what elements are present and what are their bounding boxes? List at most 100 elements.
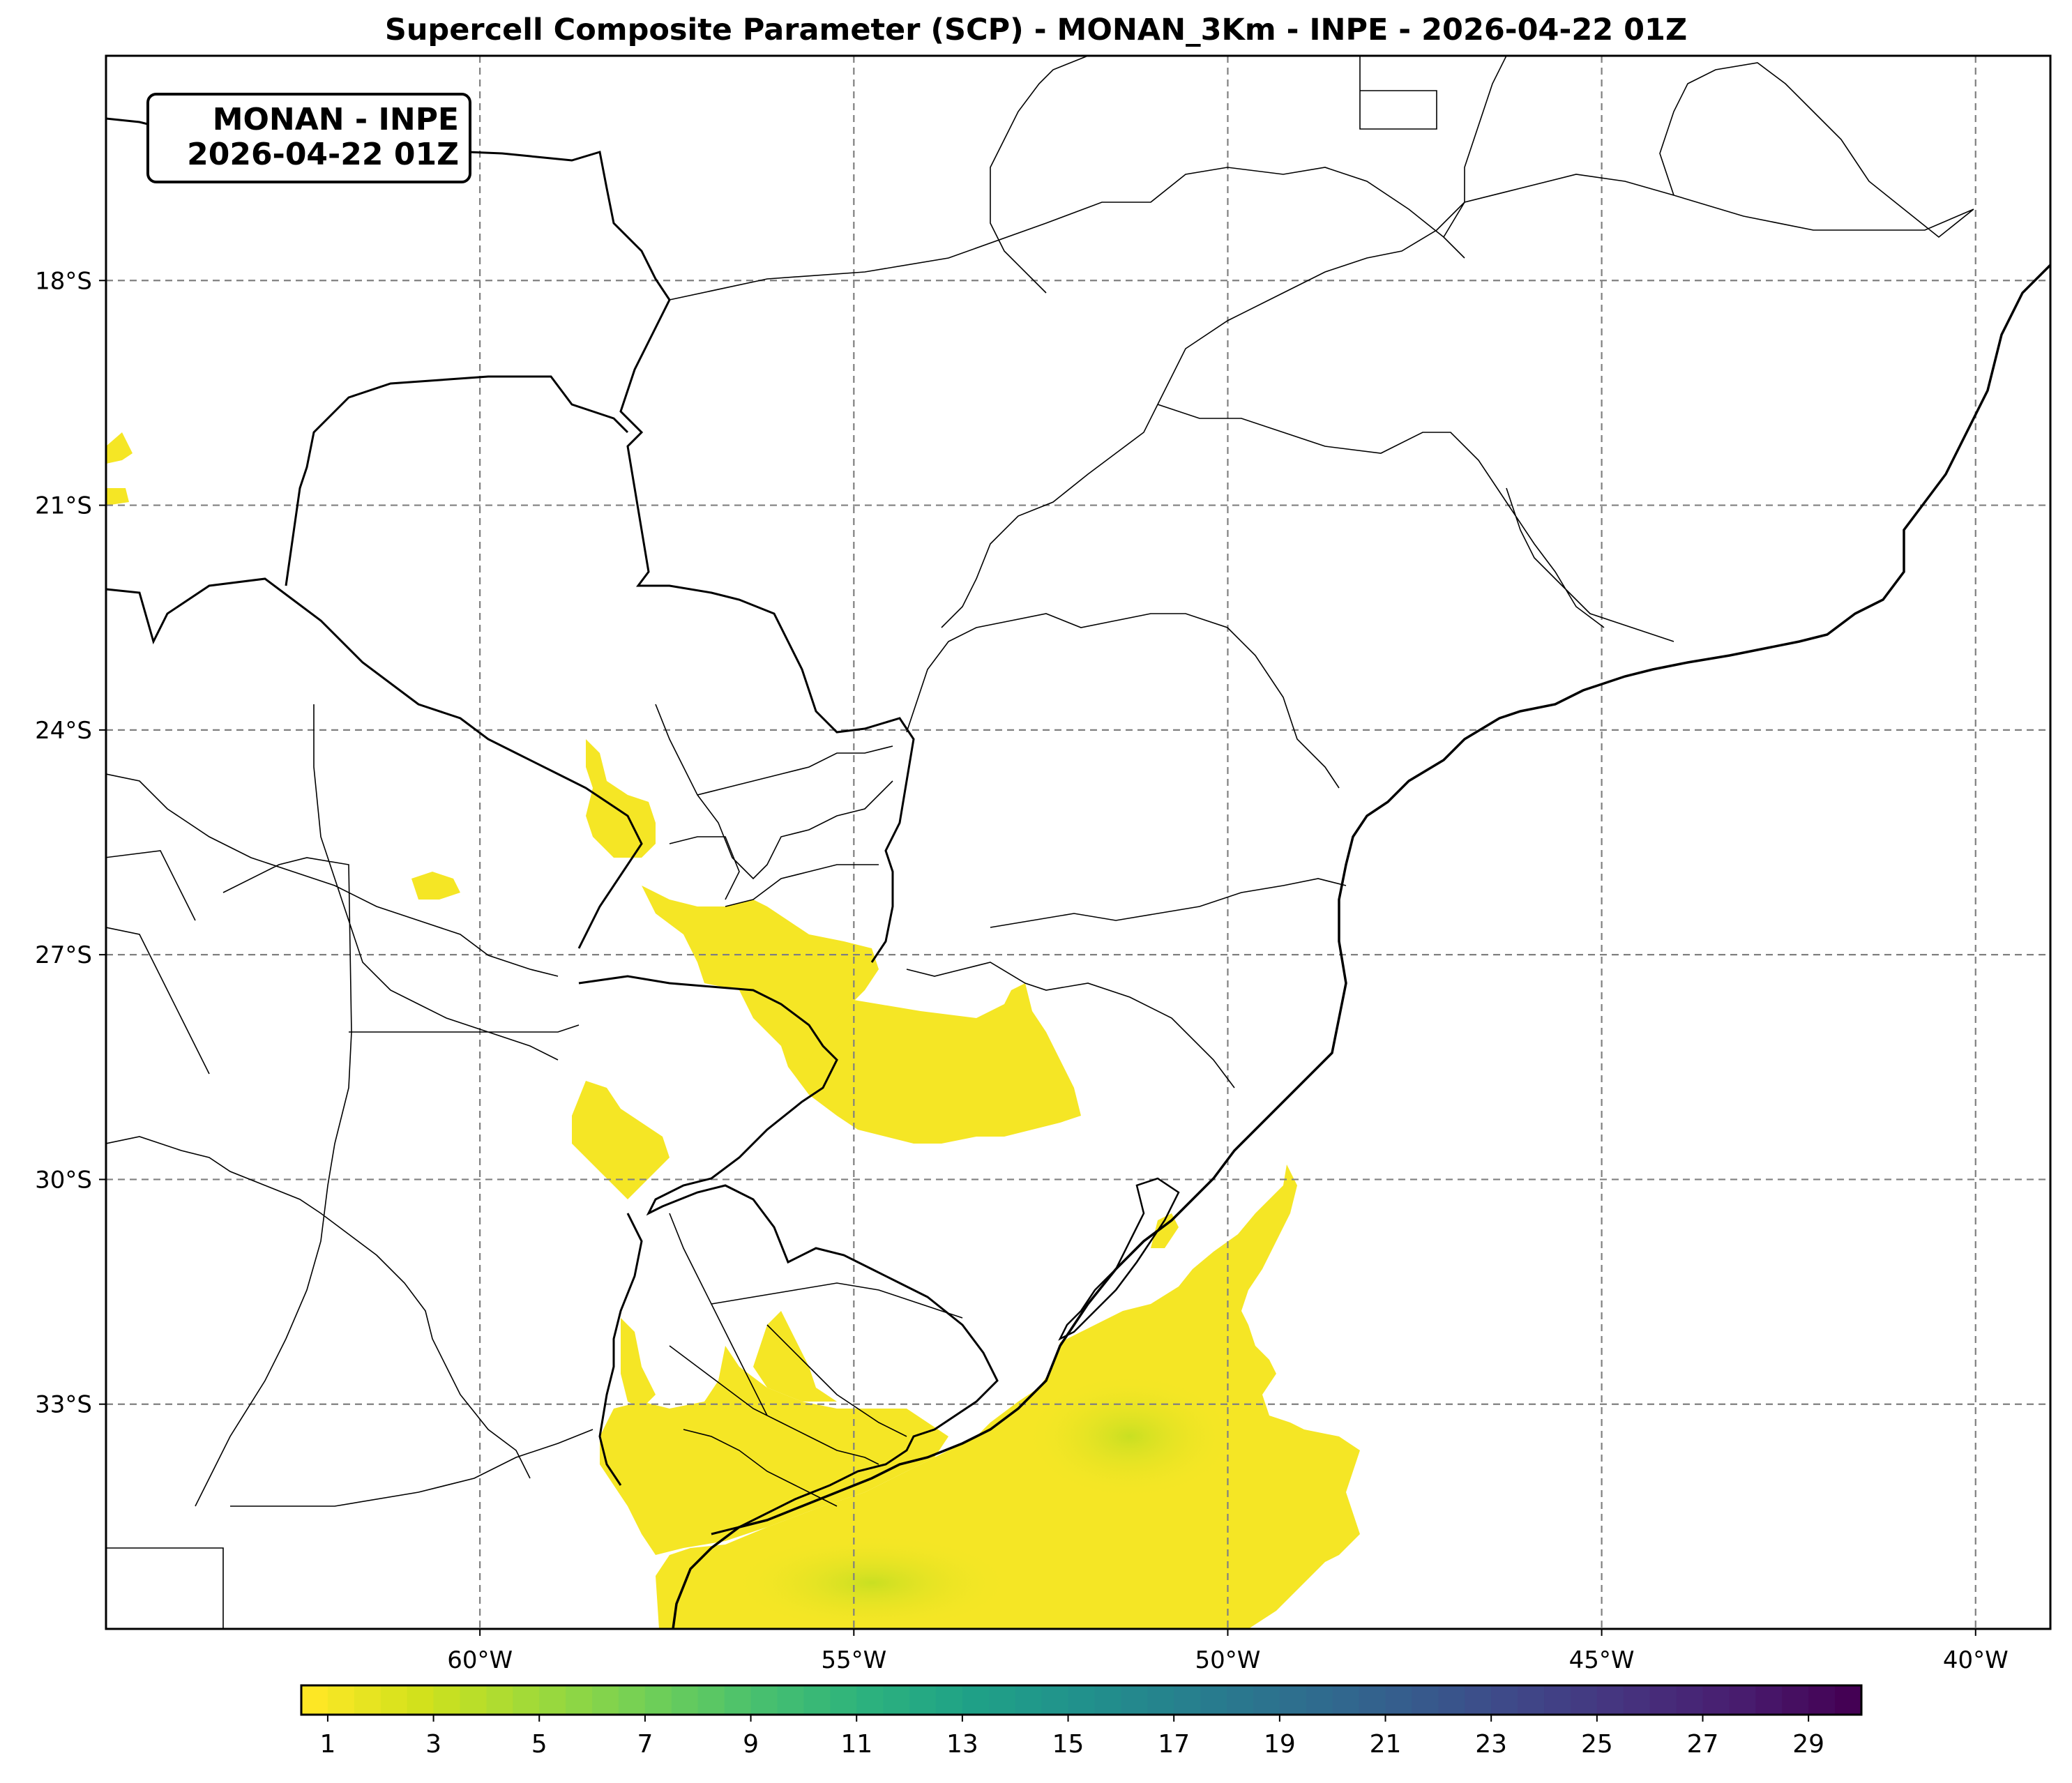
political-boundaries <box>106 56 2050 1629</box>
colorbar-swatch <box>1438 1685 1466 1715</box>
lat-tick-label: 21°S <box>35 492 92 520</box>
info-box: MONAN - INPE 2026-04-22 01Z <box>146 93 471 183</box>
scp-region-southern-coast-ocean <box>656 1164 1360 1629</box>
patos-lagoon <box>1058 1177 1180 1341</box>
colorbar-swatch <box>380 1685 408 1715</box>
colorbar-swatch <box>1200 1685 1228 1715</box>
colorbar-swatch <box>1570 1685 1598 1715</box>
colorbar-swatch <box>1623 1685 1651 1715</box>
scp-core-ocean <box>1025 1374 1234 1499</box>
colorbar-swatch <box>1649 1685 1677 1715</box>
colorbar-swatch <box>935 1685 963 1715</box>
colorbar-swatch <box>803 1685 831 1715</box>
colorbar-swatch <box>724 1685 752 1715</box>
colorbar-swatch <box>1544 1685 1571 1715</box>
scp-region-uruguay-south <box>600 1346 948 1555</box>
colorbar-swatch <box>1465 1685 1492 1715</box>
colorbar-swatch <box>1782 1685 1810 1715</box>
colorbar-tick-label: 19 <box>1264 1730 1296 1759</box>
colorbar-swatch <box>1279 1685 1307 1715</box>
scp-region-corrientes <box>572 1081 670 1199</box>
colorbar-swatch <box>1491 1685 1519 1715</box>
colorbar-swatch <box>433 1685 461 1715</box>
colorbar-swatch <box>1306 1685 1333 1715</box>
lat-tick-label: 33°S <box>35 1391 92 1419</box>
colorbar-swatch <box>327 1685 355 1715</box>
border-paraguay-bolivia <box>106 577 643 949</box>
colorbar-frame <box>300 1684 1863 1716</box>
colorbar-swatch <box>1729 1685 1757 1715</box>
colorbar-tick-label: 1 <box>319 1730 335 1759</box>
colorbar-tick-label: 7 <box>637 1730 653 1759</box>
colorbar-tick-label: 9 <box>743 1730 759 1759</box>
colorbar-tick-label: 3 <box>425 1730 441 1759</box>
colorbar-swatch <box>830 1685 858 1715</box>
colorbar-swatch <box>856 1685 884 1715</box>
colorbar-swatch <box>460 1685 487 1715</box>
colorbar-swatch <box>407 1685 434 1715</box>
colorbar-swatch <box>1227 1685 1254 1715</box>
lon-tick-label: 60°W <box>447 1646 513 1674</box>
colorbar-swatch <box>1412 1685 1439 1715</box>
colorbar-swatch <box>883 1685 911 1715</box>
colorbar-tick-label: 25 <box>1581 1730 1613 1759</box>
colorbar-swatch <box>697 1685 725 1715</box>
colorbar-swatch <box>354 1685 381 1715</box>
colorbar-swatch <box>988 1685 1016 1715</box>
colorbar-swatch <box>592 1685 619 1715</box>
colorbar-swatch <box>1596 1685 1624 1715</box>
lat-tick-label: 24°S <box>35 717 92 745</box>
colorbar-swatch <box>301 1685 328 1715</box>
border-uruguay-argentina <box>598 1213 643 1486</box>
atlantic-coastline <box>672 264 2050 1629</box>
colorbar-tick-label: 5 <box>531 1730 547 1759</box>
lon-tick-label: 55°W <box>821 1646 886 1674</box>
colorbar-tick-label: 29 <box>1792 1730 1824 1759</box>
scp-region-paraguay-east <box>586 739 656 858</box>
colorbar-swatch <box>1755 1685 1783 1715</box>
colorbar-tick-label: 27 <box>1687 1730 1719 1759</box>
longitude-labels: 60°W 55°W 50°W 45°W 40°W <box>447 1629 2009 1674</box>
scp-region-patos-lagoon <box>1151 1213 1179 1248</box>
lon-tick-label: 40°W <box>1943 1646 2009 1674</box>
colorbar-swatch <box>1835 1685 1862 1715</box>
colorbar-swatch <box>962 1685 990 1715</box>
scp-region-paraguay-blob <box>411 872 460 900</box>
colorbar-swatch <box>539 1685 567 1715</box>
colorbar-swatch <box>777 1685 805 1715</box>
scp-region-uruguay-west <box>621 1318 656 1409</box>
colorbar-swatch <box>644 1685 672 1715</box>
colorbar-swatch <box>1174 1685 1202 1715</box>
colorbar-swatch <box>618 1685 646 1715</box>
lon-tick-label: 45°W <box>1569 1646 1635 1674</box>
colorbar-swatch <box>566 1685 593 1715</box>
colorbar-swatch <box>671 1685 699 1715</box>
colorbar-swatch <box>513 1685 540 1715</box>
border-argentina-brazil-uruguay <box>578 975 999 1535</box>
lat-tick-label: 30°S <box>35 1166 92 1194</box>
gridlines <box>106 56 2050 1629</box>
colorbar-swatch <box>1332 1685 1360 1715</box>
colorbar-tick-label: 17 <box>1158 1730 1190 1759</box>
map-frame <box>105 54 2052 1630</box>
colorbar-swatch <box>1359 1685 1386 1715</box>
border-bolivia-north <box>285 375 629 586</box>
colorbar-swatch <box>1676 1685 1704 1715</box>
colorbar-tick-label: 13 <box>946 1730 978 1759</box>
scp-region-rgs-north <box>781 983 1081 1144</box>
lat-tick-label: 18°S <box>35 267 92 295</box>
colorbar-tick-label: 15 <box>1052 1730 1084 1759</box>
scp-core-coast <box>732 1534 1011 1629</box>
colorbar-swatch <box>1041 1685 1069 1715</box>
colorbar-swatch <box>1253 1685 1280 1715</box>
scp-region-bolivia-edge <box>106 432 133 506</box>
colorbar-swatch <box>750 1685 778 1715</box>
colorbar-tick-label: 23 <box>1475 1730 1507 1759</box>
border-bolivia-brazil <box>106 117 915 963</box>
colorbar-swatch <box>1702 1685 1730 1715</box>
colorbar-swatch <box>1094 1685 1122 1715</box>
colorbar-swatch <box>1121 1685 1149 1715</box>
colorbar-swatch <box>909 1685 937 1715</box>
info-box-line2: 2026-04-22 01Z <box>187 137 459 172</box>
